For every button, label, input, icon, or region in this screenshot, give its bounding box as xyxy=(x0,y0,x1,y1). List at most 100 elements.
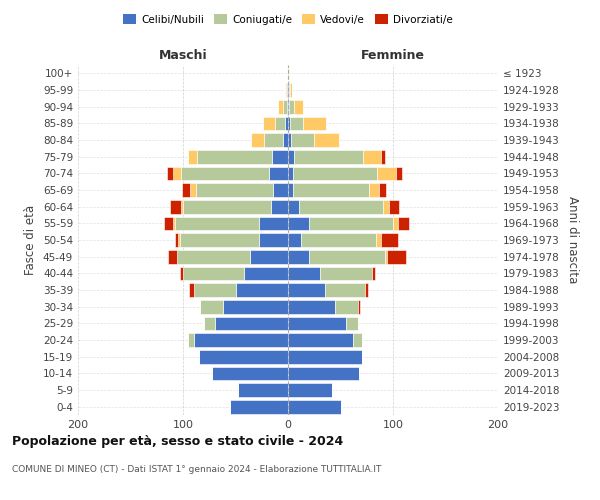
Bar xyxy=(259,233,288,247)
Bar xyxy=(212,366,288,380)
Bar xyxy=(288,383,332,397)
Bar xyxy=(379,183,386,197)
Bar xyxy=(288,350,361,364)
Bar xyxy=(288,216,309,230)
Bar xyxy=(287,100,288,114)
Bar xyxy=(188,150,197,164)
Bar xyxy=(178,233,180,247)
Bar xyxy=(346,316,358,330)
Bar xyxy=(288,283,325,297)
Bar xyxy=(288,233,301,247)
Bar xyxy=(288,300,335,314)
Bar xyxy=(286,83,287,97)
Bar xyxy=(275,116,285,130)
Bar xyxy=(251,133,264,147)
Y-axis label: Fasce di età: Fasce di età xyxy=(25,205,37,275)
Bar xyxy=(250,250,288,264)
Bar xyxy=(290,116,303,130)
Bar xyxy=(288,66,289,80)
Bar xyxy=(190,183,196,197)
Bar xyxy=(358,300,361,314)
Bar xyxy=(285,83,286,97)
Bar xyxy=(182,183,190,197)
Bar xyxy=(173,166,181,180)
Bar xyxy=(200,300,223,314)
Bar xyxy=(183,266,244,280)
Bar xyxy=(335,300,358,314)
Bar xyxy=(353,333,361,347)
Bar xyxy=(320,266,372,280)
Bar xyxy=(269,166,288,180)
Bar xyxy=(295,150,362,164)
Bar xyxy=(272,150,288,164)
Bar xyxy=(293,166,377,180)
Bar xyxy=(309,216,393,230)
Bar xyxy=(230,400,288,413)
Bar xyxy=(385,250,387,264)
Bar xyxy=(288,250,309,264)
Bar xyxy=(285,116,288,130)
Bar xyxy=(223,300,288,314)
Bar xyxy=(193,283,235,297)
Text: COMUNE DI MINEO (CT) - Dati ISTAT 1° gennaio 2024 - Elaborazione TUTTITALIA.IT: COMUNE DI MINEO (CT) - Dati ISTAT 1° gen… xyxy=(12,465,382,474)
Bar xyxy=(238,383,288,397)
Bar xyxy=(164,216,173,230)
Bar xyxy=(377,166,396,180)
Bar xyxy=(314,133,340,147)
Bar xyxy=(199,350,288,364)
Bar xyxy=(167,166,173,180)
Text: Femmine: Femmine xyxy=(361,48,425,62)
Bar xyxy=(299,200,383,213)
Bar xyxy=(362,150,382,164)
Bar xyxy=(277,100,283,114)
Bar xyxy=(170,200,181,213)
Bar xyxy=(180,266,183,280)
Bar xyxy=(180,233,259,247)
Bar xyxy=(288,100,289,114)
Bar xyxy=(175,233,178,247)
Bar xyxy=(369,183,379,197)
Bar xyxy=(398,216,409,230)
Bar xyxy=(181,166,269,180)
Bar xyxy=(197,150,272,164)
Bar xyxy=(287,83,288,97)
Bar xyxy=(288,266,320,280)
Bar xyxy=(303,116,326,130)
Bar xyxy=(215,316,288,330)
Bar xyxy=(176,250,250,264)
Bar xyxy=(288,116,290,130)
Bar xyxy=(288,166,293,180)
Bar xyxy=(383,200,389,213)
Bar xyxy=(288,150,295,164)
Bar xyxy=(293,183,369,197)
Bar xyxy=(289,100,295,114)
Bar xyxy=(173,216,175,230)
Bar xyxy=(389,200,400,213)
Bar xyxy=(259,216,288,230)
Bar xyxy=(372,266,375,280)
Bar xyxy=(244,266,288,280)
Bar xyxy=(309,250,385,264)
Bar xyxy=(263,116,275,130)
Bar xyxy=(188,333,193,347)
Bar xyxy=(283,100,287,114)
Bar xyxy=(288,316,346,330)
Bar xyxy=(382,150,385,164)
Text: Popolazione per età, sesso e stato civile - 2024: Popolazione per età, sesso e stato civil… xyxy=(12,435,343,448)
Bar xyxy=(376,233,382,247)
Bar xyxy=(393,216,398,230)
Bar xyxy=(288,200,299,213)
Bar xyxy=(288,400,341,413)
Bar xyxy=(396,166,403,180)
Bar xyxy=(288,133,291,147)
Bar xyxy=(288,366,359,380)
Bar xyxy=(290,83,292,97)
Bar xyxy=(288,83,289,97)
Y-axis label: Anni di nascita: Anni di nascita xyxy=(566,196,579,284)
Bar xyxy=(204,316,215,330)
Bar xyxy=(288,183,293,197)
Legend: Celibi/Nubili, Coniugati/e, Vedovi/e, Divorziati/e: Celibi/Nubili, Coniugati/e, Vedovi/e, Di… xyxy=(119,10,457,29)
Bar xyxy=(291,133,314,147)
Bar xyxy=(193,333,288,347)
Bar xyxy=(175,216,259,230)
